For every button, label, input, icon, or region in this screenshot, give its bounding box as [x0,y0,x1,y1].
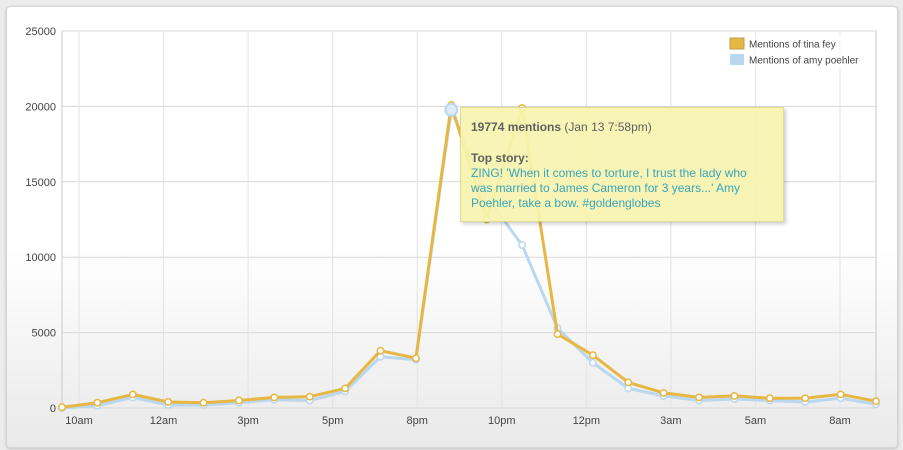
data-point[interactable] [199,398,208,407]
tooltip-time: (Jan 13 7:58pm) [564,120,652,134]
data-point[interactable] [695,393,703,402]
legend-swatch [730,54,744,65]
grid [61,30,877,409]
legend-label[interactable]: Mentions of tina fey [749,40,836,51]
data-point[interactable] [164,398,173,406]
legend-box [726,35,870,69]
x-tick-label: 5am [745,415,766,427]
y-axis-ticks: 0 5000 10000 15000 20000 25000 [25,26,56,415]
legend: Mentions of tina fey Mentions of amy poeh… [726,35,870,69]
data-point[interactable] [553,330,562,339]
x-tick-label: 12pm [573,415,601,427]
y-tick-label: 0 [50,403,56,415]
tooltip-header: 19774 mentions (Jan 13 7:58pm) [471,120,771,135]
data-point[interactable] [588,358,597,367]
data-point[interactable] [730,391,739,400]
data-point[interactable] [659,388,668,397]
data-point[interactable] [376,346,385,355]
y-tick-label: 25000 [25,26,56,38]
data-point[interactable] [341,384,350,393]
y-tick-label: 20000 [25,101,56,113]
legend-swatch [729,37,745,50]
tooltip-top-label: Top story: [471,151,529,165]
x-tick-label: 10pm [488,415,516,427]
x-tick-label: 3am [660,415,681,427]
x-tick-label: 8am [829,415,850,427]
y-tick-label: 10000 [25,252,56,264]
data-point[interactable] [765,394,774,403]
data-point[interactable] [305,392,314,401]
y-tick-label: 5000 [32,328,56,340]
data-point[interactable] [801,394,810,403]
data-point[interactable] [411,354,420,363]
data-point[interactable] [518,241,527,250]
tooltip-story[interactable]: ZING! 'When it comes to torture, I trust… [471,166,747,210]
data-point[interactable] [270,393,279,402]
hover-tooltip: 19774 mentions (Jan 13 7:58pm) Top story… [460,107,784,222]
data-point[interactable] [235,396,243,405]
data-point[interactable] [58,403,66,412]
data-point[interactable] [624,378,633,387]
data-point[interactable] [93,398,102,407]
x-tick-label: 5pm [322,415,343,427]
data-point[interactable] [836,390,845,399]
hovered-point[interactable] [444,102,459,117]
data-point[interactable] [588,351,597,360]
legend-label[interactable]: Mentions of amy poehler [749,56,859,67]
x-tick-label: 12am [150,415,178,427]
x-tick-label: 10am [65,415,93,427]
chart-panel [6,6,898,448]
data-point[interactable] [872,397,880,406]
data-point[interactable] [128,390,137,399]
x-axis-ticks: 10am 12am 3pm 5pm 8pm 10pm 12pm 3am 5am 8am [65,415,850,427]
x-tick-label: 3pm [237,415,258,427]
tooltip-count: 19774 mentions [471,120,562,134]
y-tick-label: 15000 [25,177,56,189]
x-tick-label: 8pm [407,415,428,427]
